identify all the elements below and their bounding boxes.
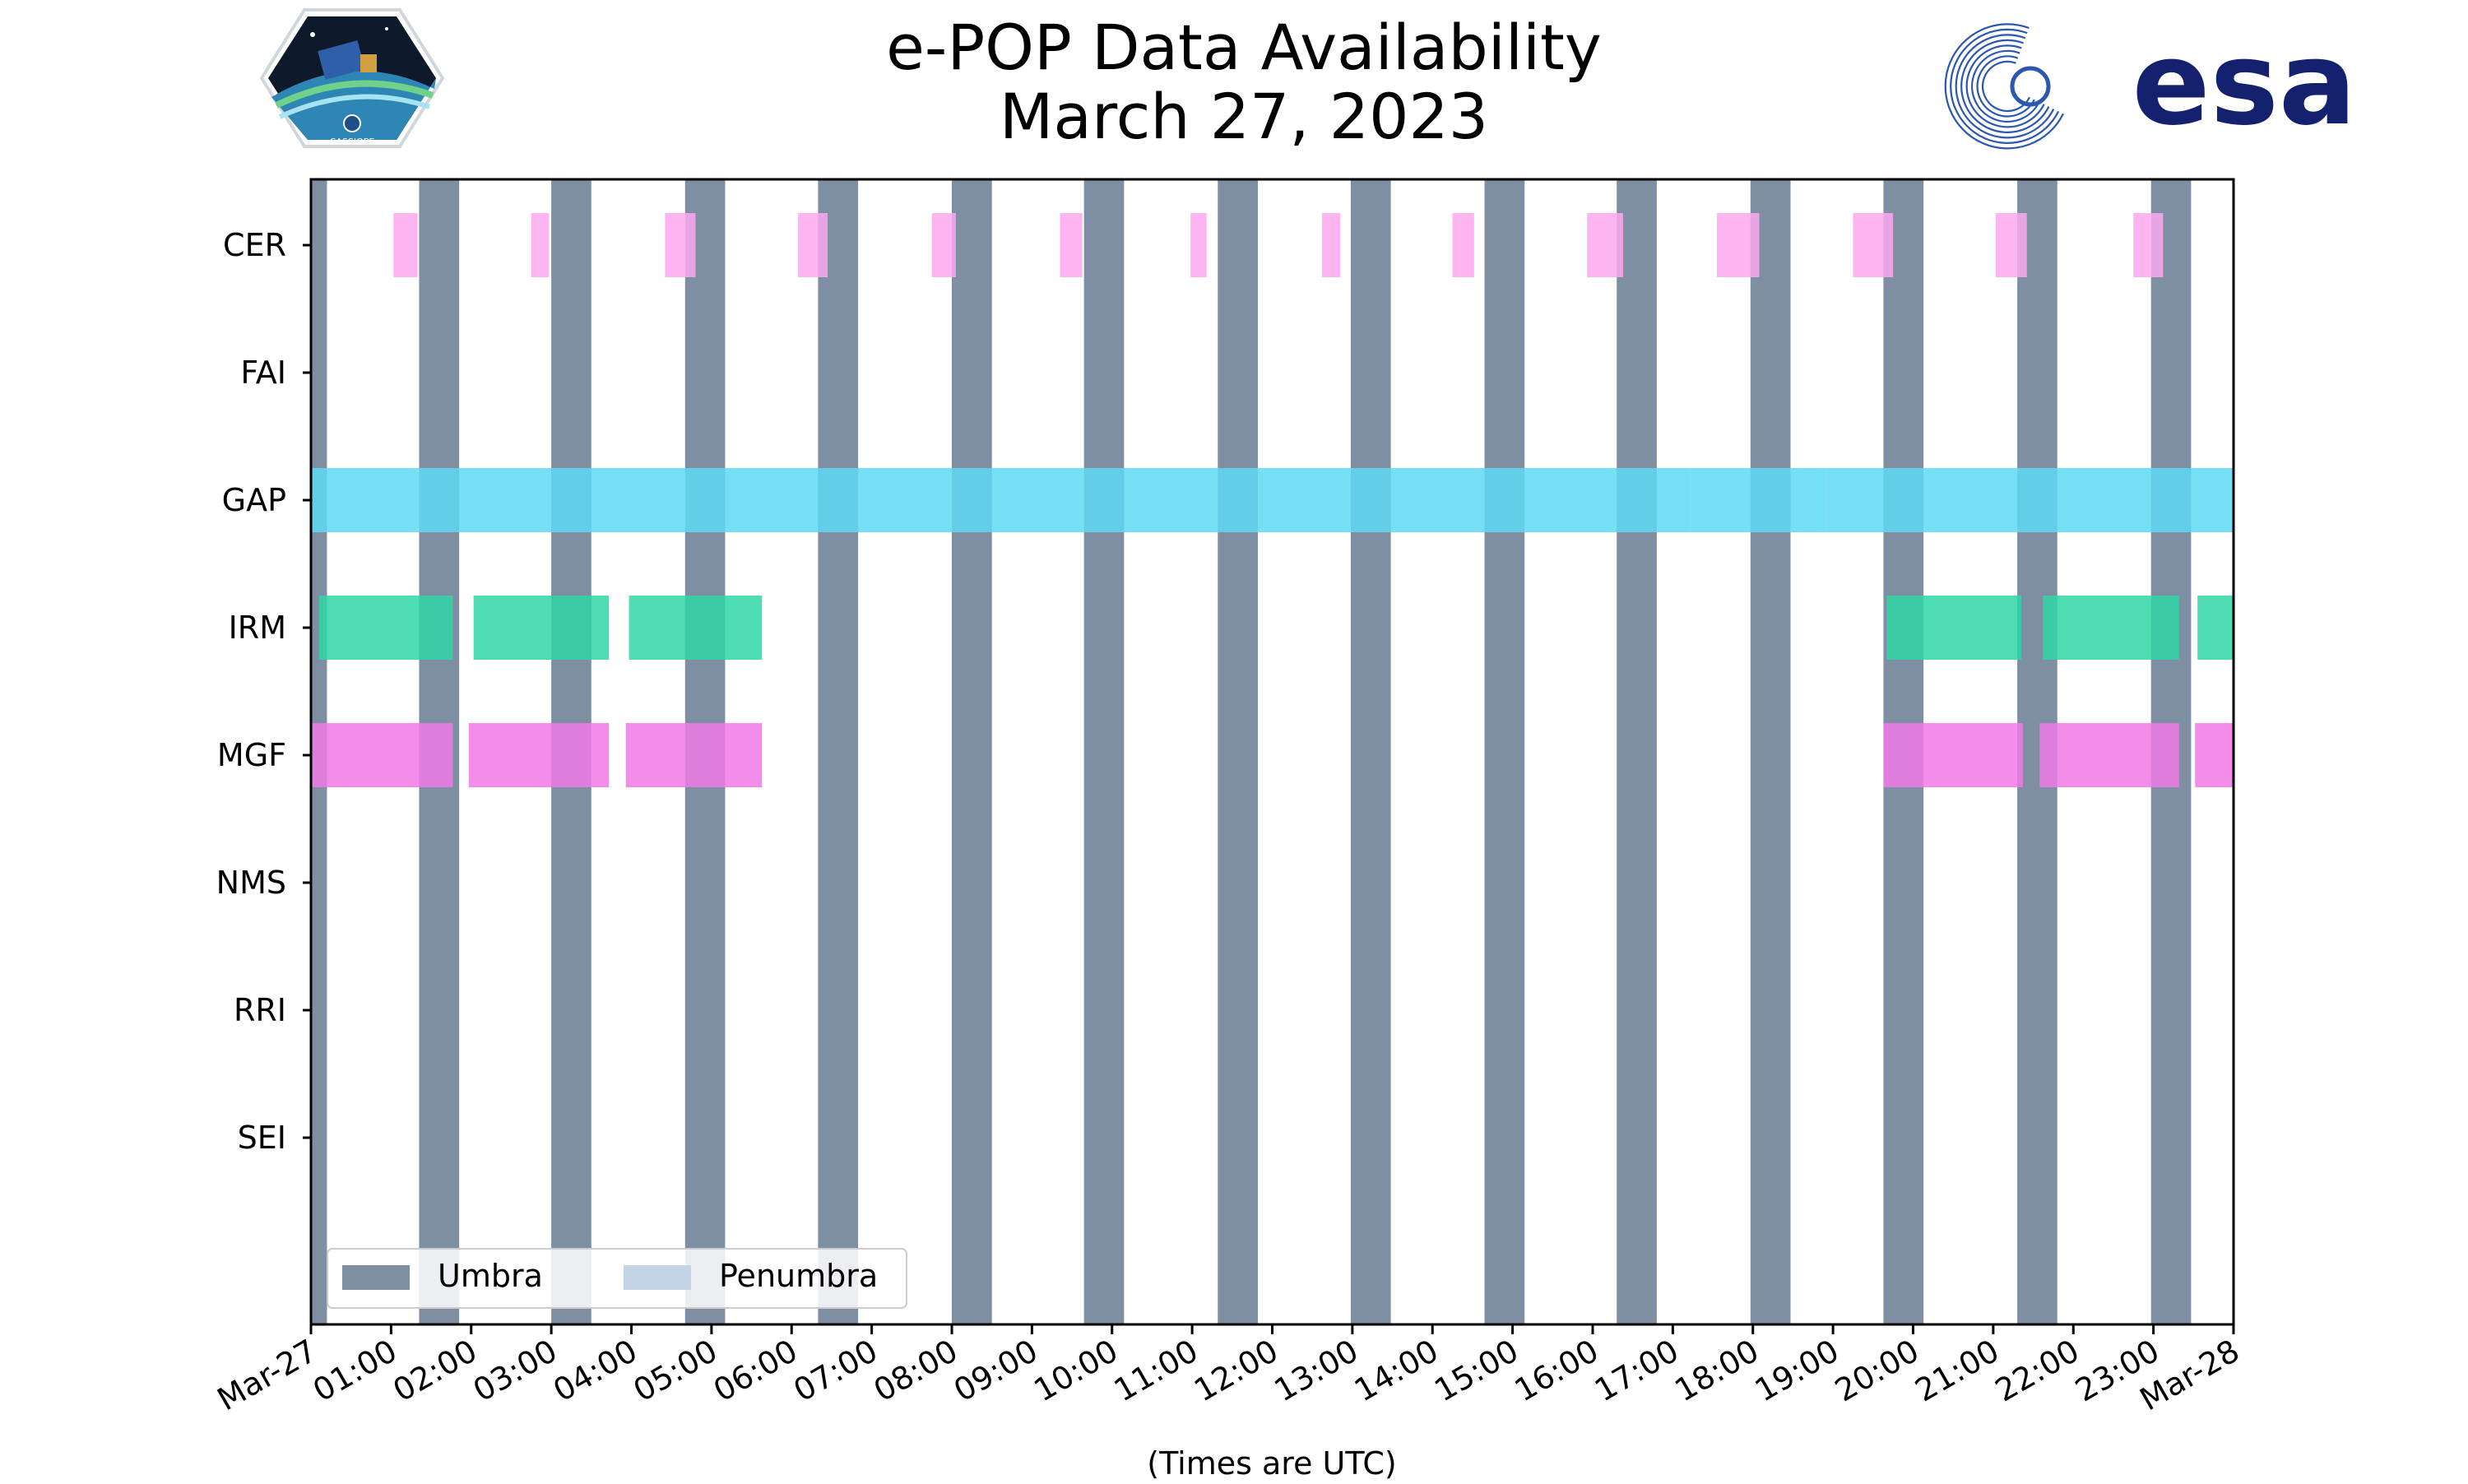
x-tick-label: 07:00 [787, 1333, 884, 1409]
esa-swirl-arc [1960, 39, 2050, 133]
availability-bar-cer [1190, 213, 1207, 277]
legend-penumbra-swatch [624, 1265, 691, 1290]
x-tick-label: 18:00 [1668, 1333, 1765, 1409]
series-layer [311, 213, 2234, 787]
x-tick-label: 20:00 [1829, 1333, 1925, 1409]
availability-bar-cer [1995, 213, 2027, 277]
umbra-band [1484, 179, 1525, 1324]
x-tick-label: 01:00 [307, 1333, 403, 1409]
x-tick-label: 09:00 [948, 1333, 1044, 1409]
availability-bar-gap [1826, 468, 2234, 532]
availability-bar-cer [1060, 213, 1083, 277]
umbra-band [1750, 179, 1791, 1324]
availability-bar-cer [2133, 213, 2164, 277]
x-tick-label: Mar-27 [211, 1333, 323, 1418]
esa-swirl-arc [1981, 60, 2030, 112]
esa-logo: esa [1944, 17, 2357, 151]
availability-bar-irm [473, 596, 610, 660]
x-tick-label: 08:00 [868, 1333, 964, 1409]
x-tick-label: 12:00 [1188, 1333, 1284, 1409]
cassiope-logo: CASSIOPE [259, 8, 445, 148]
x-tick-label: 22:00 [1989, 1333, 2085, 1409]
availability-bar-cer [393, 213, 418, 277]
legend-umbra-swatch [342, 1265, 410, 1290]
y-tick-label: MGF [217, 737, 286, 773]
esa-swirl-core [2010, 66, 2051, 107]
umbra-band [818, 179, 859, 1324]
y-tick-label: GAP [222, 482, 286, 518]
availability-bar-mgf [625, 723, 763, 787]
esa-swirl-arc [1971, 49, 2040, 123]
y-tick-label: IRM [229, 610, 286, 646]
y-tick-label: SEI [238, 1120, 286, 1156]
umbra-band [1083, 179, 1125, 1324]
y-axis: CER FAI GAP IRM MGF NMS RRI SEI [216, 227, 311, 1156]
y-tick-label: FAI [240, 355, 286, 391]
esa-swirl-arc [1955, 34, 2055, 139]
x-tick-label: 17:00 [1589, 1333, 1685, 1409]
availability-bar-cer [1587, 213, 1624, 277]
legend: Umbra Penumbra [327, 1248, 907, 1309]
availability-bar-gap [1690, 468, 1827, 532]
x-tick-label: 06:00 [707, 1333, 804, 1409]
availability-bar-irm [318, 596, 453, 660]
availability-bar-mgf [2195, 723, 2234, 787]
umbra-band [1617, 179, 1657, 1324]
availability-bar-irm [2043, 596, 2179, 660]
x-tick-label: 02:00 [387, 1333, 483, 1409]
umbra-band [952, 179, 992, 1324]
x-tick-label: 21:00 [1909, 1333, 2006, 1409]
availability-bar-gap [311, 468, 1691, 532]
x-axis: Mar-2701:0002:0003:0004:0005:0006:0007:0… [211, 1324, 2246, 1417]
x-tick-label: 03:00 [467, 1333, 564, 1409]
x-tick-label: 14:00 [1348, 1333, 1445, 1409]
availability-bar-irm [2197, 596, 2234, 660]
availability-bar-cer [665, 213, 696, 277]
chart-subtitle: March 27, 2023 [1000, 80, 1488, 153]
availability-bar-mgf [468, 723, 610, 787]
legend-box [327, 1248, 907, 1309]
x-tick-label: 16:00 [1509, 1333, 1605, 1409]
legend-umbra-label: Umbra [438, 1258, 543, 1294]
availability-bar-mgf [311, 723, 453, 787]
y-tick-label: RRI [234, 992, 286, 1028]
x-tick-label: 19:00 [1749, 1333, 1845, 1409]
cassiope-logo-caption: CASSIOPE [330, 137, 375, 147]
chart-title: e-POP Data Availability [886, 11, 1602, 84]
availability-bar-irm [629, 596, 763, 660]
availability-bar-cer [1853, 213, 1894, 277]
esa-swirl-arc [1944, 23, 2064, 150]
esa-swirl-arc [1965, 44, 2045, 128]
x-tick-label: 05:00 [628, 1333, 724, 1409]
legend-penumbra-label: Penumbra [719, 1258, 878, 1294]
availability-bar-cer [798, 213, 828, 277]
x-tick-label: 13:00 [1269, 1333, 1365, 1409]
esa-swirl-arc [1976, 55, 2035, 118]
x-tick-label: 11:00 [1108, 1333, 1204, 1409]
esa-swirl-mark [1944, 23, 2064, 150]
y-tick-label: NMS [216, 865, 286, 901]
availability-bar-cer [531, 213, 550, 277]
x-tick-label: 10:00 [1028, 1333, 1124, 1409]
availability-bar-cer [1321, 213, 1341, 277]
availability-bar-mgf [2039, 723, 2179, 787]
umbra-band [1218, 179, 1258, 1324]
availability-bar-cer [931, 213, 956, 277]
availability-bar-irm [1886, 596, 2021, 660]
esa-swirl-arc [1950, 28, 2060, 144]
esa-logo-text: esa [2132, 17, 2357, 151]
x-tick-label: 15:00 [1428, 1333, 1524, 1409]
availability-bar-cer [1716, 213, 1760, 277]
x-tick-label: 04:00 [547, 1333, 643, 1409]
availability-bar-mgf [1883, 723, 2023, 787]
x-axis-label: (Times are UTC) [1147, 1445, 1396, 1481]
availability-bar-cer [1452, 213, 1474, 277]
umbra-band [1350, 179, 1391, 1324]
y-tick-label: CER [223, 227, 286, 263]
